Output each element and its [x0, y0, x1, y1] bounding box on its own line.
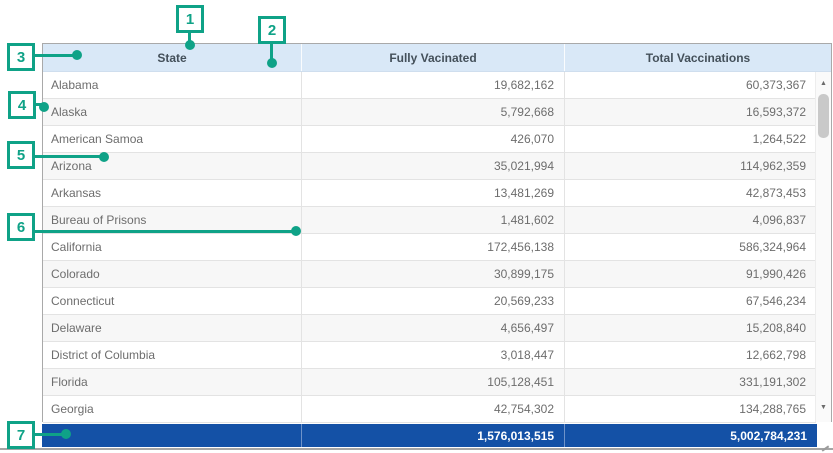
cell-fully-vaccinated: 5,792,668 [302, 99, 565, 125]
cell-state: Delaware [43, 315, 302, 341]
cell-total-vaccinations: 114,962,359 [565, 153, 816, 179]
cell-state: Arkansas [43, 180, 302, 206]
cell-fully-vaccinated: 42,754,302 [302, 396, 565, 422]
callout-7-stem [34, 433, 64, 436]
table-body: Alabama19,682,16260,373,367Alaska5,792,6… [43, 72, 816, 423]
page: { "table": { "columns": ["State", "Fully… [0, 0, 833, 453]
cell-total-vaccinations: 4,096,837 [565, 207, 816, 233]
cell-fully-vaccinated: 426,070 [302, 126, 565, 152]
table-row[interactable]: Delaware4,656,49715,208,840 [43, 315, 816, 342]
table-row[interactable]: Alaska5,792,66816,593,372 [43, 99, 816, 126]
cell-state: Colorado [43, 261, 302, 287]
scroll-down-icon[interactable]: ▼ [816, 400, 831, 414]
cell-state: Alaska [43, 99, 302, 125]
resize-grip-icon [819, 441, 830, 451]
table-row[interactable]: Georgia42,754,302134,288,765 [43, 396, 816, 423]
cell-total-vaccinations: 15,208,840 [565, 315, 816, 341]
scrollbar-thumb[interactable] [818, 94, 829, 138]
table-row[interactable]: Alabama19,682,16260,373,367 [43, 72, 816, 99]
callout-3-dot [72, 50, 82, 60]
cell-fully-vaccinated: 105,128,451 [302, 369, 565, 395]
column-header-total-vaccinations[interactable]: Total Vaccinations [565, 44, 831, 71]
table-row[interactable]: Colorado30,899,17591,990,426 [43, 261, 816, 288]
callout-4-dot [39, 102, 49, 112]
cell-fully-vaccinated: 19,682,162 [302, 72, 565, 98]
cell-total-vaccinations: 1,264,522 [565, 126, 816, 152]
cell-state: Georgia [43, 396, 302, 422]
callout-4: 4 [8, 91, 36, 119]
cell-state: Alabama [43, 72, 302, 98]
callout-7: 7 [7, 421, 35, 449]
callout-1-dot [185, 40, 195, 50]
cell-total-vaccinations: 134,288,765 [565, 396, 816, 422]
summary-cell-total-vaccinations: 5,002,784,231 [565, 424, 817, 447]
cell-fully-vaccinated: 30,899,175 [302, 261, 565, 287]
callout-2-dot [267, 58, 277, 68]
summary-cell-state [42, 424, 302, 447]
cell-total-vaccinations: 42,873,453 [565, 180, 816, 206]
table-row[interactable]: California172,456,138586,324,964 [43, 234, 816, 261]
cell-fully-vaccinated: 4,656,497 [302, 315, 565, 341]
cell-total-vaccinations: 60,373,367 [565, 72, 816, 98]
scroll-up-icon[interactable]: ▲ [816, 76, 831, 90]
table-row[interactable]: American Samoa426,0701,264,522 [43, 126, 816, 153]
cell-total-vaccinations: 67,546,234 [565, 288, 816, 314]
cell-fully-vaccinated: 3,018,447 [302, 342, 565, 368]
cell-fully-vaccinated: 20,569,233 [302, 288, 565, 314]
callout-6-stem [34, 230, 294, 233]
summary-cell-fully-vaccinated: 1,576,013,515 [302, 424, 565, 447]
cell-total-vaccinations: 12,662,798 [565, 342, 816, 368]
cell-state: Connecticut [43, 288, 302, 314]
cell-state: Florida [43, 369, 302, 395]
vertical-scrollbar[interactable]: ▲ ▼ [815, 72, 831, 422]
callout-6: 6 [7, 213, 35, 241]
callout-5-dot [99, 152, 109, 162]
summary-row: 1,576,013,515 5,002,784,231 [42, 424, 817, 447]
cell-total-vaccinations: 91,990,426 [565, 261, 816, 287]
callout-6-dot [291, 226, 301, 236]
callout-2: 2 [258, 16, 286, 44]
table-row[interactable]: Arkansas13,481,26942,873,453 [43, 180, 816, 207]
table-row[interactable]: Florida105,128,451331,191,302 [43, 369, 816, 396]
callout-3: 3 [7, 43, 35, 71]
cell-fully-vaccinated: 172,456,138 [302, 234, 565, 260]
table-header-row: State Fully Vacinated Total Vaccinations [43, 44, 831, 72]
cell-state: American Samoa [43, 126, 302, 152]
cell-total-vaccinations: 331,191,302 [565, 369, 816, 395]
table-row[interactable]: Connecticut20,569,23367,546,234 [43, 288, 816, 315]
callout-3-stem [34, 54, 76, 57]
callout-5: 5 [7, 141, 35, 169]
cell-fully-vaccinated: 35,021,994 [302, 153, 565, 179]
cell-state: District of Columbia [43, 342, 302, 368]
cell-total-vaccinations: 16,593,372 [565, 99, 816, 125]
table-row[interactable]: Arizona35,021,994114,962,359 [43, 153, 816, 180]
column-header-fully-vaccinated[interactable]: Fully Vacinated [302, 44, 565, 71]
cell-state: California [43, 234, 302, 260]
callout-1: 1 [176, 5, 204, 33]
bottom-border-line [0, 448, 833, 450]
table-row[interactable]: District of Columbia3,018,44712,662,798 [43, 342, 816, 369]
cell-fully-vaccinated: 1,481,602 [302, 207, 565, 233]
cell-total-vaccinations: 586,324,964 [565, 234, 816, 260]
cell-fully-vaccinated: 13,481,269 [302, 180, 565, 206]
callout-7-dot [61, 429, 71, 439]
column-header-state[interactable]: State [43, 44, 302, 71]
callout-5-stem [34, 155, 102, 158]
